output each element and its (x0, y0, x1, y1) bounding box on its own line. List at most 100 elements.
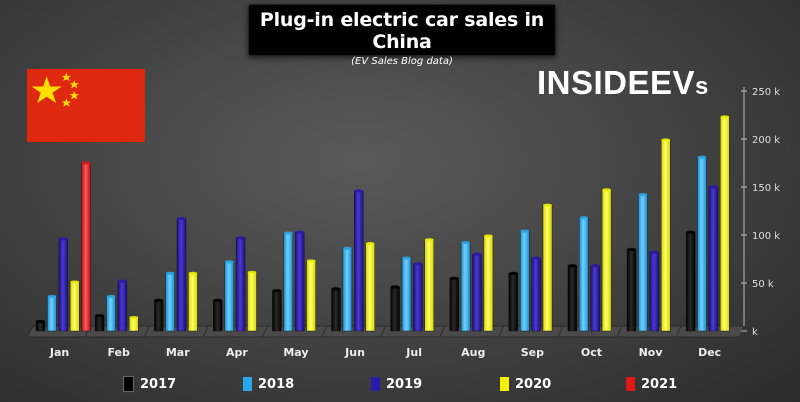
x-tick-label: May (283, 346, 308, 359)
category-divider (616, 325, 623, 338)
legend-item-2021: 2021 (626, 376, 677, 392)
legend-label: 2020 (515, 376, 552, 392)
bar-cap-2017-apr (213, 298, 223, 302)
title-box: Plug-in electric car sales in China (EV … (248, 4, 556, 67)
x-tick-label: Feb (107, 346, 130, 359)
bar-2020-may (306, 260, 316, 332)
bar-cap-2017-aug (449, 276, 459, 280)
legend-item-2019: 2019 (371, 376, 422, 392)
bar-2017-nov (626, 249, 637, 332)
bar-cap-2020-mar (188, 271, 198, 275)
bar-cap-2021-jan (81, 161, 91, 165)
bar-2020-apr (247, 272, 257, 332)
bar-2018-mar (165, 273, 175, 332)
bar-2020-jan (69, 281, 80, 332)
bar-cap-2018-feb (106, 294, 116, 299)
bar-2021-jan (81, 162, 91, 332)
y-tick-label: 250 k (752, 87, 780, 98)
bar-cap-2017-may (272, 289, 282, 293)
bar-cap-2017-jan (36, 319, 45, 323)
bar-2017-jul (390, 286, 400, 332)
y-tick-label: 200 k (752, 135, 780, 146)
bar-cap-2017-sep (508, 271, 518, 275)
bar-cap-2018-sep (520, 229, 530, 233)
bar-cap-2018-dec (697, 155, 707, 159)
bar-2018-may (283, 232, 293, 332)
bar-cap-2018-jul (402, 256, 411, 260)
bar-cap-2019-oct (590, 264, 600, 268)
bar-cap-2020-jan (70, 280, 80, 284)
bar-2017-feb (94, 315, 105, 332)
logo-suffix: s (695, 73, 709, 100)
bar-2018-sep (520, 230, 530, 332)
legend-swatch (243, 377, 252, 391)
y-tick-label: k (752, 327, 758, 338)
bar-cap-2019-dec (708, 185, 718, 189)
bar-2017-sep (508, 273, 518, 332)
bar-cap-2019-jan (58, 237, 68, 241)
bar-2020-mar (188, 273, 198, 332)
legend: 2017 2018 2019 2020 2021 (0, 372, 800, 396)
bar-cap-2017-jun (331, 287, 341, 291)
bar-2017-oct (567, 265, 578, 332)
bar-cap-2019-nov (649, 250, 659, 254)
category-divider (143, 325, 150, 338)
bar-2017-aug (449, 278, 459, 332)
bar-2018-aug (460, 242, 471, 332)
bar-2019-oct (590, 265, 600, 332)
bar-2020-nov (661, 139, 671, 332)
bar-2019-jul (413, 263, 423, 332)
bar-2018-feb (106, 296, 116, 332)
insideevs-logo: INSIDEEVs (537, 64, 709, 101)
bar-cap-2017-oct (567, 264, 577, 268)
bar-cap-2018-nov (638, 193, 648, 197)
bar-2019-feb (117, 280, 128, 332)
chart-title: Plug-in electric car sales in China (259, 9, 545, 53)
legend-swatch (371, 377, 380, 391)
x-tick-label: Dec (698, 346, 721, 359)
category-divider (321, 325, 327, 338)
bar-2019-apr (235, 237, 246, 332)
bar-cap-2019-feb (117, 279, 127, 283)
bar-2020-jun (365, 243, 375, 332)
bar-2019-aug (472, 253, 482, 332)
legend-item-2018: 2018 (243, 376, 294, 392)
bar-2019-jan (58, 238, 68, 332)
bar-2017-mar (153, 300, 164, 332)
bar-2019-mar (176, 218, 187, 332)
bar-cap-2018-jun (342, 246, 352, 251)
legend-item-2017: 2017 (123, 376, 176, 392)
bar-cap-2020-jul (424, 238, 434, 242)
bar-2018-oct (579, 217, 589, 332)
y-tick-label: 50 k (752, 279, 774, 290)
bar-cap-2020-oct (602, 188, 612, 192)
x-tick-label: Jan (49, 346, 69, 359)
category-divider (675, 325, 682, 338)
category-divider (380, 325, 387, 338)
bar-2018-dec (697, 157, 707, 332)
bar-cap-2018-apr (224, 260, 234, 264)
bar-cap-2020-aug (483, 234, 493, 238)
x-tick-label: Sep (521, 346, 544, 359)
bar-2019-jun (354, 190, 364, 332)
bar-2018-jun (342, 248, 353, 332)
bar-2017-dec (685, 231, 696, 332)
category-divider (498, 325, 505, 338)
china-flag-icon (27, 69, 145, 142)
category-divider (557, 325, 564, 338)
bar-2020-dec (720, 116, 730, 332)
bar-cap-2018-may (283, 231, 293, 235)
bar-cap-2019-may (295, 230, 305, 234)
legend-swatch (626, 377, 635, 391)
bar-cap-2020-sep (543, 203, 552, 207)
legend-item-2020: 2020 (500, 376, 551, 392)
bar-cap-2019-jul (413, 262, 423, 266)
bar-2020-oct (601, 189, 612, 332)
x-tick-label: Jun (344, 346, 365, 359)
bar-cap-2017-nov (627, 247, 636, 251)
legend-label: 2021 (641, 376, 678, 392)
bar-2018-apr (224, 261, 234, 332)
bar-cap-2017-mar (154, 298, 164, 302)
